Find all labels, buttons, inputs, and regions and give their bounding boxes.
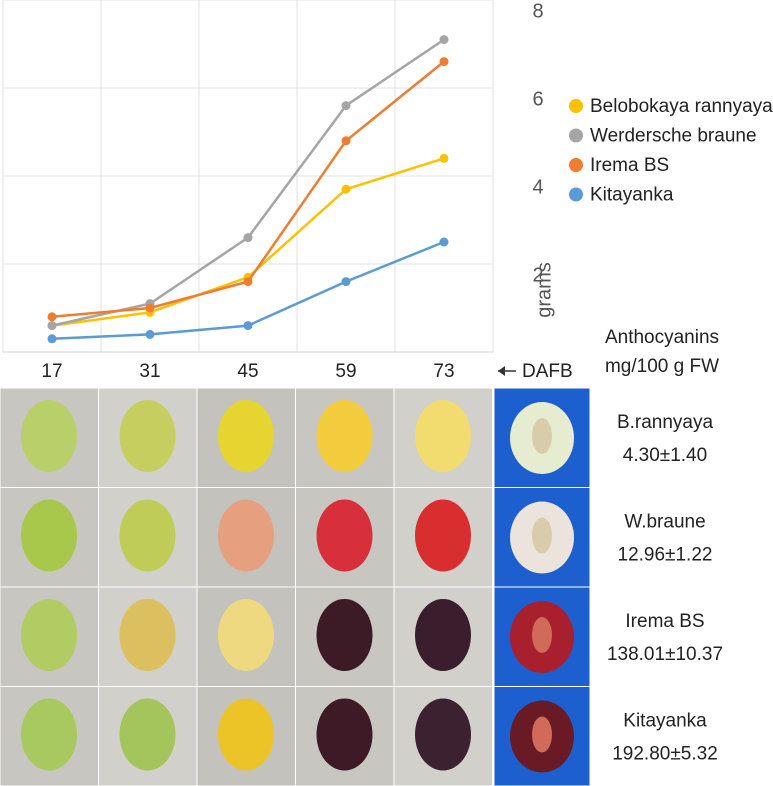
y-tick-label: 6	[532, 88, 543, 110]
fruit	[316, 499, 373, 572]
point	[341, 101, 351, 111]
legend-label: Werdersche braune	[590, 126, 757, 147]
fruit-stone	[532, 418, 552, 454]
point	[243, 233, 253, 243]
fruit	[218, 698, 274, 771]
x-tick-label: 45	[237, 361, 258, 382]
fruit	[119, 499, 176, 572]
point	[47, 334, 57, 344]
fruit	[21, 499, 77, 572]
x-tick-label: 31	[139, 361, 160, 382]
anthocyanin-value: 12.96±1.22	[618, 545, 713, 566]
y-axis-label: grams	[533, 262, 555, 318]
fruit	[119, 400, 176, 472]
variety-name: B.rannyaya	[617, 412, 714, 433]
fruit-stone	[532, 517, 552, 554]
anthocyanin-value: 4.30±1.40	[623, 445, 707, 466]
x-tick-label: 17	[41, 361, 62, 382]
fruit	[21, 400, 77, 472]
x-tick-label: 59	[335, 361, 356, 382]
fruit	[119, 599, 176, 671]
fruit	[415, 499, 471, 572]
fruit	[218, 599, 274, 671]
point	[243, 321, 253, 331]
y-tick-label: 2	[532, 264, 543, 286]
point	[145, 303, 155, 313]
fruit-stone	[532, 617, 552, 653]
x-tick-label: 73	[433, 361, 454, 382]
variety-name: Irema BS	[625, 611, 704, 632]
point	[341, 184, 351, 194]
legend-swatch	[569, 99, 583, 113]
y-tick-label: 4	[532, 176, 543, 198]
point	[439, 153, 449, 163]
point	[439, 35, 449, 45]
fruit	[218, 400, 274, 472]
anthocyanin-value: 138.01±10.37	[607, 644, 723, 665]
dafb-arrow	[498, 366, 516, 376]
legend-label: Belobokaya rannyaya	[590, 96, 773, 117]
fruit-stone	[532, 716, 552, 753]
legend-label: Kitayanka	[590, 185, 674, 206]
fruit	[21, 599, 77, 671]
point	[341, 136, 351, 146]
panel-title: mg/100 g FW	[605, 356, 719, 377]
point	[47, 321, 57, 331]
plot-area	[2, 0, 494, 353]
legend-swatch	[569, 128, 583, 143]
fruit	[415, 400, 471, 472]
point	[439, 237, 449, 247]
y-tick-label: 8	[532, 0, 543, 22]
legend-swatch	[569, 187, 583, 202]
fruit	[316, 599, 373, 671]
fruit	[316, 698, 373, 771]
fruit	[119, 698, 176, 771]
panel-title: Anthocyanins	[605, 327, 719, 348]
fruit	[21, 698, 77, 771]
point	[439, 57, 449, 67]
anthocyanin-value: 192.80±5.32	[612, 744, 718, 765]
point	[341, 277, 351, 287]
fruit	[415, 599, 471, 671]
fruit	[316, 400, 373, 472]
variety-name: W.braune	[624, 512, 705, 533]
x-axis-label: DAFB	[522, 361, 573, 382]
fruit	[218, 499, 274, 572]
legend-label: Irema BS	[590, 155, 669, 176]
point	[145, 329, 155, 339]
point	[47, 312, 57, 322]
legend-swatch	[569, 158, 583, 172]
fruit	[415, 698, 471, 771]
variety-name: Kitayanka	[623, 711, 707, 732]
photo-grid	[0, 387, 591, 786]
point	[243, 277, 253, 287]
